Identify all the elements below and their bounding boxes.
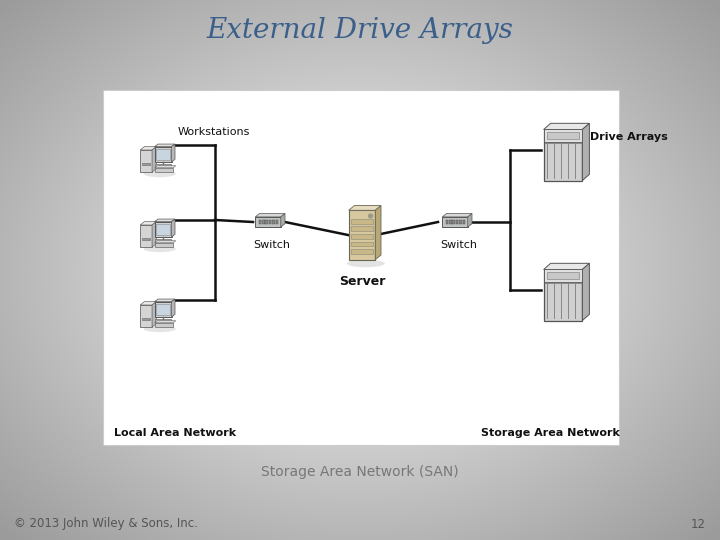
- Bar: [155, 146, 171, 162]
- Bar: [140, 150, 152, 172]
- Bar: [156, 149, 170, 160]
- Bar: [156, 304, 170, 315]
- Polygon shape: [375, 206, 381, 260]
- Polygon shape: [171, 219, 175, 237]
- Polygon shape: [140, 146, 156, 150]
- Bar: [452, 220, 455, 224]
- FancyBboxPatch shape: [103, 90, 619, 445]
- Bar: [351, 219, 374, 224]
- Text: Workstations: Workstations: [178, 127, 251, 137]
- Bar: [544, 269, 582, 282]
- Bar: [155, 221, 171, 237]
- Polygon shape: [140, 221, 156, 225]
- Polygon shape: [155, 321, 176, 323]
- Bar: [155, 302, 171, 317]
- Ellipse shape: [143, 171, 176, 177]
- Bar: [140, 225, 152, 247]
- Bar: [156, 320, 171, 322]
- Polygon shape: [152, 146, 156, 172]
- Polygon shape: [442, 213, 472, 217]
- Bar: [351, 226, 374, 231]
- Polygon shape: [155, 241, 176, 243]
- Bar: [544, 130, 582, 142]
- Bar: [156, 165, 171, 167]
- Bar: [547, 272, 579, 279]
- Polygon shape: [582, 264, 590, 321]
- Text: Drive Arrays: Drive Arrays: [590, 132, 667, 142]
- Polygon shape: [256, 213, 285, 217]
- Polygon shape: [171, 299, 175, 317]
- Polygon shape: [155, 144, 175, 146]
- Bar: [547, 132, 579, 139]
- Text: Storage Area Network: Storage Area Network: [480, 428, 619, 438]
- Bar: [449, 220, 451, 224]
- Bar: [142, 163, 150, 165]
- Bar: [262, 220, 265, 224]
- Bar: [269, 220, 271, 224]
- Text: 12: 12: [691, 517, 706, 530]
- Polygon shape: [582, 123, 590, 180]
- Bar: [351, 234, 374, 239]
- Bar: [142, 318, 150, 320]
- Polygon shape: [544, 123, 590, 130]
- Text: External Drive Arrays: External Drive Arrays: [207, 17, 513, 44]
- Polygon shape: [140, 302, 156, 305]
- Bar: [348, 210, 375, 260]
- Ellipse shape: [143, 326, 176, 332]
- Bar: [459, 220, 462, 224]
- Bar: [442, 217, 468, 227]
- Text: © 2013 John Wiley & Sons, Inc.: © 2013 John Wiley & Sons, Inc.: [14, 517, 198, 530]
- Bar: [156, 239, 171, 242]
- Bar: [272, 220, 275, 224]
- Bar: [351, 249, 374, 254]
- Bar: [142, 238, 150, 240]
- Polygon shape: [468, 213, 472, 227]
- Polygon shape: [155, 299, 175, 302]
- Polygon shape: [281, 213, 285, 227]
- Polygon shape: [152, 221, 156, 247]
- Bar: [155, 243, 174, 247]
- Text: Switch: Switch: [253, 240, 290, 250]
- Text: Server: Server: [339, 275, 385, 288]
- Bar: [266, 220, 268, 224]
- Circle shape: [369, 214, 372, 218]
- Bar: [456, 220, 459, 224]
- Polygon shape: [348, 206, 381, 210]
- Polygon shape: [155, 219, 175, 221]
- Bar: [156, 224, 170, 235]
- Polygon shape: [155, 166, 176, 168]
- Bar: [544, 269, 582, 321]
- Polygon shape: [544, 264, 590, 269]
- Text: Storage Area Network (SAN): Storage Area Network (SAN): [261, 465, 459, 479]
- Text: Local Area Network: Local Area Network: [114, 428, 236, 438]
- Bar: [446, 220, 448, 224]
- Bar: [140, 305, 152, 327]
- Bar: [258, 220, 261, 224]
- Polygon shape: [171, 144, 175, 162]
- Bar: [256, 217, 281, 227]
- Ellipse shape: [143, 245, 176, 252]
- Bar: [351, 241, 374, 246]
- Ellipse shape: [347, 260, 384, 267]
- Bar: [155, 323, 174, 327]
- Bar: [155, 168, 174, 172]
- Bar: [276, 220, 278, 224]
- Bar: [463, 220, 465, 224]
- Text: Switch: Switch: [441, 240, 477, 250]
- Bar: [544, 130, 582, 180]
- Polygon shape: [152, 302, 156, 327]
